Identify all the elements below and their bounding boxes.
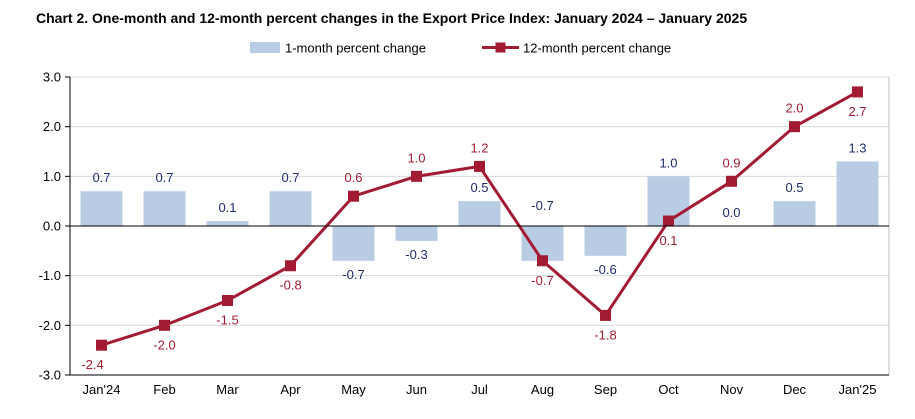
x-tick-label: Apr [280,382,301,397]
legend-label-12month: 12-month percent change [523,41,671,56]
y-tick-label: -3.0 [39,368,61,383]
bar-1month [521,226,564,261]
point-12month [537,255,548,267]
bar-data-label: 1.3 [848,140,866,155]
line-data-label: 1.0 [407,150,425,165]
axis-layer: 3.0 2.0 1.0 0.0 -1.0 -2.0 -3.0 Jan'24 Feb Mar Apr M… [39,70,889,397]
bar-1month [269,191,312,226]
point-12month [600,309,611,321]
point-12month [285,260,296,272]
bar-data-label: 0.7 [155,170,173,185]
x-tick-label: Aug [531,382,554,397]
line-data-label: -0.8 [279,278,301,293]
x-tick-label: Jan'24 [83,382,121,397]
legend-line-marker [495,42,506,53]
y-tick-label: 3.0 [43,70,61,85]
bar-data-label: 0.1 [218,200,236,215]
bar-1month [773,201,816,226]
line-data-label: -1.8 [594,327,616,342]
bar-data-label: -0.3 [405,247,427,262]
bar-data-label: -0.7 [531,198,553,213]
line-data-label: 2.0 [785,101,803,116]
x-tick-label: Mar [216,382,239,397]
y-tick-label: -1.0 [39,268,61,283]
bar-data-label: -0.7 [342,267,364,282]
bar-data-label: 0.7 [92,170,110,185]
line-data-label: -0.7 [531,273,553,288]
point-12month [159,319,170,331]
line-data-label: 0.9 [722,155,740,170]
point-12month [726,175,737,187]
bar-1month [143,191,186,226]
x-tick-label: Jan'25 [839,382,877,397]
x-tick-label: Sep [594,382,617,397]
point-12month [348,190,359,202]
x-tick-label: Jun [406,382,427,397]
x-tick-label: Oct [658,382,679,397]
bar-data-label: 1.0 [659,155,677,170]
bar-data-label: -0.6 [594,262,616,277]
point-12month [474,160,485,172]
x-tick-label: May [341,382,366,397]
line-data-label: -1.5 [216,313,238,328]
y-tick-label: -2.0 [39,318,61,333]
bar-layer [80,161,879,261]
point-12month [663,215,674,227]
legend: 1-month percent change 12-month percent … [250,41,671,56]
bar-1month [458,201,501,226]
bar-1month [206,221,249,226]
x-tick-label: Feb [153,382,175,397]
legend-bar-swatch [250,42,280,53]
chart-title: Chart 2. One-month and 12-month percent … [36,10,747,26]
line-data-label: 0.1 [659,233,677,248]
line-data-label: -2.0 [153,337,175,352]
line-data-label: -2.4 [81,357,103,372]
legend-label-1month: 1-month percent change [285,41,426,56]
line-layer [96,86,863,351]
line-data-label: 1.2 [470,140,488,155]
x-tick-label: Jul [471,382,488,397]
line-data-label: 0.6 [344,170,362,185]
bar-data-label: 0.7 [281,170,299,185]
line-data-label: 2.7 [848,104,866,119]
bar-data-label: 0.5 [785,180,803,195]
bar-1month [584,226,627,256]
x-tick-label: Nov [720,382,744,397]
x-tick-label: Dec [783,382,807,397]
point-12month [411,170,422,182]
bar-1month [836,161,879,226]
point-12month [96,339,107,351]
y-tick-label: 1.0 [43,169,61,184]
bar-data-label: 0.5 [470,180,488,195]
point-12month [852,86,863,98]
y-tick-label: 2.0 [43,119,61,134]
bar-1month [395,226,438,241]
label-layer: 0.7 0.7 0.1 0.7 -0.7 -0.3 0.5 -0.7 -0.6 1.0 0.0 0.5… [81,101,866,373]
bar-1month [332,226,375,261]
bar-1month [80,191,123,226]
point-12month [789,121,800,133]
y-tick-label: 0.0 [43,219,61,234]
point-12month [222,295,233,306]
bar-data-label: 0.0 [722,205,740,220]
